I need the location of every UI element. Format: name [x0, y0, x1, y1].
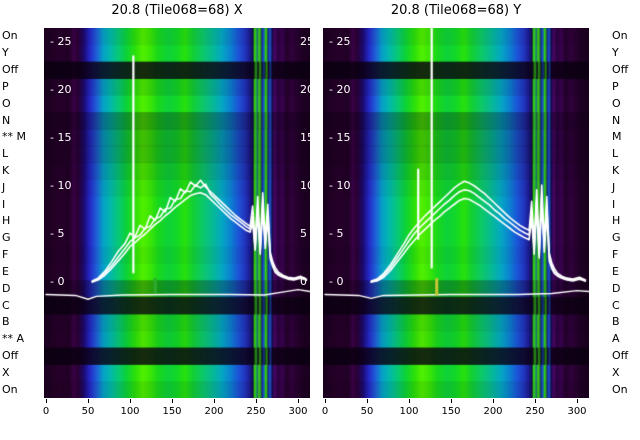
row-label-left: D [2, 281, 11, 295]
row-label-left: Off [2, 63, 19, 77]
row-label-left: Y [2, 46, 9, 60]
right-heatmap-panel [323, 28, 589, 398]
x-tick-label: 150 [162, 406, 182, 417]
row-label-right: K [612, 163, 620, 177]
left-heatmap-panel [44, 28, 310, 398]
row-label-left: On [2, 29, 18, 43]
row-label-right: J [612, 180, 616, 194]
row-label-right: Off [612, 348, 629, 362]
row-label-left: X [2, 365, 10, 379]
row-label-left: P [2, 79, 9, 93]
row-label-right: Off [612, 63, 629, 77]
x-tick-mark [256, 399, 257, 403]
x-tick-label: 50 [81, 406, 95, 417]
row-label-left: H [2, 214, 11, 228]
row-label-left: K [2, 163, 10, 177]
row-label-right: On [612, 29, 628, 43]
row-label-left: B [2, 315, 10, 329]
row-label-right: E [612, 264, 619, 278]
row-label-right: F [612, 248, 619, 262]
x-tick-label: 100 [120, 406, 140, 417]
row-label-right: H [612, 214, 621, 228]
x-tick-mark [493, 399, 494, 403]
row-label-left: G [2, 231, 11, 245]
left-panel-title: 20.8 (Tile068=68) X [111, 3, 243, 18]
row-label-left: F [2, 248, 9, 262]
x-tick-mark [46, 399, 47, 403]
row-label-right: I [612, 197, 616, 211]
row-label-left: ** A [2, 332, 25, 346]
row-label-left: ** M [2, 130, 26, 144]
x-tick-mark [535, 399, 536, 403]
x-tick-label: 50 [360, 406, 374, 417]
row-label-right: On [612, 382, 628, 396]
x-tick-mark [214, 399, 215, 403]
x-tick-label: 200 [204, 406, 224, 417]
x-tick-label: 0 [321, 406, 329, 417]
row-label-right: B [612, 315, 620, 329]
row-label-left: J [2, 180, 6, 194]
x-tick-mark [325, 399, 326, 403]
row-label-right: A [612, 332, 620, 346]
x-tick-mark [409, 399, 410, 403]
x-tick-label: 300 [567, 406, 587, 417]
x-tick-mark [130, 399, 131, 403]
row-label-right: Y [612, 46, 619, 60]
x-tick-mark [367, 399, 368, 403]
x-tick-label: 150 [441, 406, 461, 417]
x-tick-label: 250 [246, 406, 266, 417]
row-label-left: N [2, 113, 11, 127]
row-label-right: M [612, 130, 622, 144]
row-label-left: Off [2, 348, 19, 362]
row-label-left: E [2, 264, 9, 278]
row-label-right: X [612, 365, 620, 379]
row-label-right: P [612, 79, 619, 93]
row-label-right: N [612, 113, 621, 127]
x-tick-label: 0 [42, 406, 50, 417]
row-label-left: On [2, 382, 18, 396]
row-label-right: C [612, 298, 620, 312]
row-label-right: O [612, 96, 621, 110]
x-tick-mark [577, 399, 578, 403]
row-label-left: C [2, 298, 10, 312]
x-tick-label: 250 [525, 406, 545, 417]
x-tick-label: 100 [399, 406, 419, 417]
row-label-right: G [612, 231, 621, 245]
row-label-right: L [612, 147, 619, 161]
row-label-left: I [2, 197, 6, 211]
x-tick-mark [451, 399, 452, 403]
x-tick-mark [298, 399, 299, 403]
row-label-right: D [612, 281, 621, 295]
right-panel-title: 20.8 (Tile068=68) Y [390, 3, 522, 18]
x-tick-label: 300 [288, 406, 308, 417]
x-tick-label: 200 [483, 406, 503, 417]
x-tick-mark [88, 399, 89, 403]
row-label-left: L [2, 147, 9, 161]
x-tick-mark [172, 399, 173, 403]
row-label-left: O [2, 96, 11, 110]
